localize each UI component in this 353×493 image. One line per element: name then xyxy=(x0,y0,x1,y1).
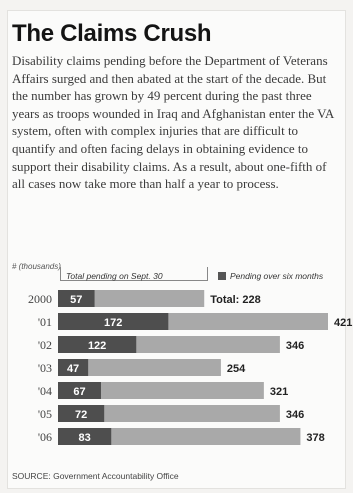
legend-pending-label: Pending over six months xyxy=(230,271,324,281)
year-tick-label: '04 xyxy=(38,384,52,398)
total-value-label: 421 xyxy=(334,317,352,329)
pending-value-label: 83 xyxy=(78,432,90,444)
total-pending-bar xyxy=(58,428,301,445)
pending-value-label: 122 xyxy=(88,340,106,352)
pending-six-months-bar xyxy=(58,405,105,422)
year-tick-label: 2000 xyxy=(28,292,52,306)
pending-six-months-bar xyxy=(58,382,101,399)
chart-title: The Claims Crush xyxy=(12,20,212,47)
source-note: SOURCE: Government Accountability Office xyxy=(12,471,179,481)
legend-pending-swatch xyxy=(218,272,226,280)
legend-total-label: Total pending on Sept. 30 xyxy=(66,271,163,281)
total-pending-bar xyxy=(58,405,280,422)
pending-value-label: 67 xyxy=(73,386,85,398)
pending-six-months-bar xyxy=(58,428,112,445)
legend-total-bracket xyxy=(60,267,208,281)
year-tick-label: '03 xyxy=(38,361,52,375)
pending-six-months-bar xyxy=(58,290,95,307)
year-tick-label: '06 xyxy=(38,430,52,444)
pending-six-months-bar xyxy=(58,359,89,376)
total-pending-bar xyxy=(58,382,264,399)
pending-six-months-bar xyxy=(58,336,137,353)
total-value-label: 346 xyxy=(286,340,304,352)
total-value-label: 346 xyxy=(286,409,304,421)
pending-value-label: 172 xyxy=(104,317,122,329)
pending-value-label: 47 xyxy=(67,363,79,375)
total-pending-bar xyxy=(58,359,221,376)
year-tick-label: '01 xyxy=(38,315,52,329)
total-value-label: 254 xyxy=(227,363,246,375)
total-value-label: 321 xyxy=(270,386,288,398)
total-value-label: Total: 228 xyxy=(210,294,261,306)
pending-value-label: 72 xyxy=(75,409,87,421)
chart-description: Disability claims pending before the Dep… xyxy=(12,53,334,192)
units-label: # (thousands) xyxy=(12,262,61,271)
year-tick-label: '05 xyxy=(38,407,52,421)
total-value-label: 378 xyxy=(306,432,324,444)
year-tick-label: '02 xyxy=(38,338,52,352)
pending-six-months-bar xyxy=(58,313,169,330)
pending-value-label: 57 xyxy=(70,294,82,306)
